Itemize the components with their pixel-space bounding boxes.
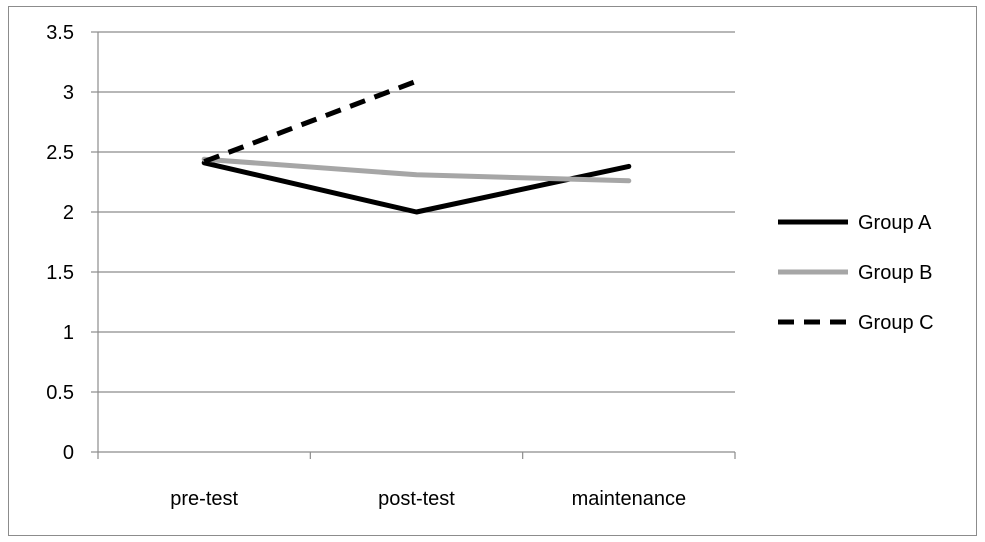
x-tick-labels: pre-test post-test maintenance [170,488,686,510]
y-tick-labels: 0 0.5 1 1.5 2 2.5 3 3.5 [46,22,74,464]
y-tick-label: 1 [63,322,74,344]
axes [91,31,736,459]
x-tick-label: post-test [378,488,455,510]
gridlines [98,31,735,393]
y-tick-label: 0 [63,442,74,464]
y-tick-label: 1.5 [46,262,74,284]
y-tick-label: 3 [63,82,74,104]
x-tick-label: maintenance [572,488,687,510]
y-tick-label: 2.5 [46,142,74,164]
series-line-group-b [201,156,632,184]
legend: Group A Group B Group C [778,212,934,334]
legend-label: Group A [858,212,932,234]
series-line-group-a [201,160,632,215]
series-line-group-c [203,78,418,164]
legend-label: Group B [858,262,932,284]
series-lines [201,78,632,215]
x-tick-label: pre-test [170,488,238,510]
legend-label: Group C [858,312,934,334]
y-tick-label: 2 [63,202,74,224]
y-tick-label: 3.5 [46,22,74,44]
y-tick-label: 0.5 [46,382,74,404]
